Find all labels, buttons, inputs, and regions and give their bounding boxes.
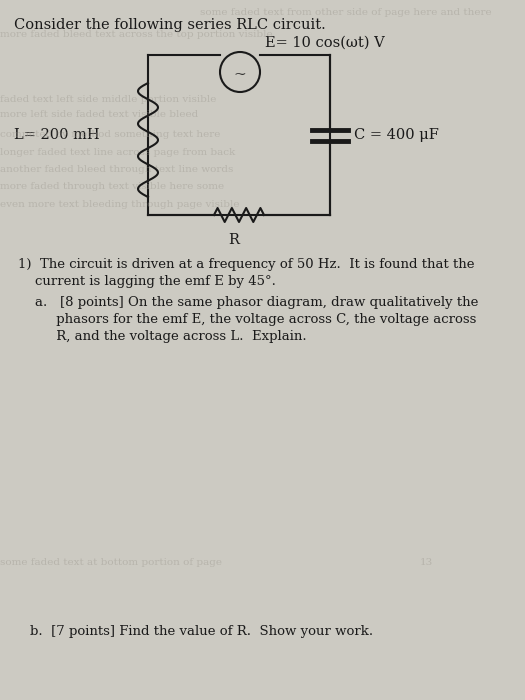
Text: some faded text at bottom portion of page: some faded text at bottom portion of pag… [0,558,222,567]
Text: ~: ~ [234,68,246,82]
Text: 13: 13 [420,558,433,567]
Text: computed by method something text here: computed by method something text here [0,130,220,139]
Text: longer faded text line across page from back: longer faded text line across page from … [0,148,235,157]
Text: another faded bleed through text line words: another faded bleed through text line wo… [0,165,234,174]
Text: L= 200 mH: L= 200 mH [14,128,100,142]
Text: R, and the voltage across L.  Explain.: R, and the voltage across L. Explain. [35,330,307,343]
Text: 1)  The circuit is driven at a frequency of 50 Hz.  It is found that the: 1) The circuit is driven at a frequency … [18,258,475,271]
Text: more left side faded text visible bleed: more left side faded text visible bleed [0,110,198,119]
Text: b.  [7 points] Find the value of R.  Show your work.: b. [7 points] Find the value of R. Show … [30,625,373,638]
Text: E= 10 cos(ωt) V: E= 10 cos(ωt) V [265,36,385,50]
Text: Consider the following series RLC circuit.: Consider the following series RLC circui… [14,18,326,32]
Text: current is lagging the emf E by 45°.: current is lagging the emf E by 45°. [18,275,276,288]
Text: a.   [8 points] On the same phasor diagram, draw qualitatively the: a. [8 points] On the same phasor diagram… [35,296,478,309]
Text: phasors for the emf E, the voltage across C, the voltage across: phasors for the emf E, the voltage acros… [35,313,476,326]
Text: C = 400 μF: C = 400 μF [354,128,439,142]
Text: more faded bleed text across the top portion visible: more faded bleed text across the top por… [0,30,272,39]
Text: R: R [228,233,239,247]
Text: some faded text from other side of page here and there: some faded text from other side of page … [200,8,491,17]
Text: more faded through text visible here some: more faded through text visible here som… [0,182,224,191]
Text: faded text left side middle portion visible: faded text left side middle portion visi… [0,95,216,104]
Text: even more text bleeding through page visible: even more text bleeding through page vis… [0,200,239,209]
